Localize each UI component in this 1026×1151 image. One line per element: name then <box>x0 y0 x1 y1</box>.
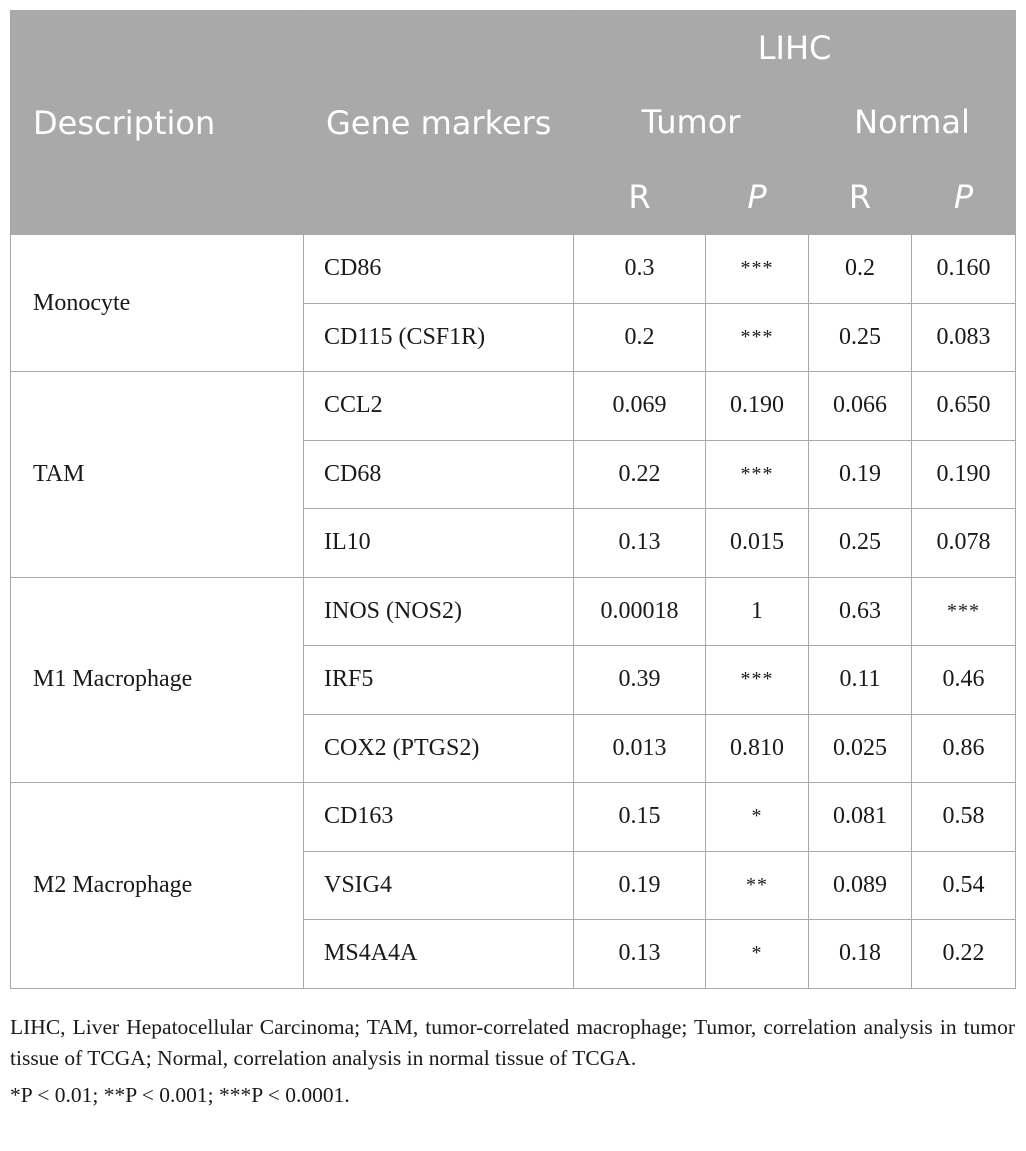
header-normal: Normal <box>807 85 1017 159</box>
normal-p-cell: 0.083 <box>910 302 1017 372</box>
normal-r-cell: 0.025 <box>808 713 912 783</box>
tumor-p-cell: 0.190 <box>705 371 809 441</box>
gene-marker-cell: IRF5 <box>303 645 574 715</box>
tumor-p-cell: *** <box>705 302 809 372</box>
normal-r-cell: 0.11 <box>808 645 912 715</box>
tumor-p-cell: *** <box>705 439 809 509</box>
table-row: M1 Macrophage INOS (NOS2) 0.00018 1 0.63 *** <box>10 576 1017 783</box>
tumor-p-cell: *** <box>705 645 809 715</box>
header-normal-r: R <box>808 158 912 235</box>
tumor-r-cell: 0.19 <box>573 850 706 920</box>
tumor-r-cell: 0.069 <box>573 371 706 441</box>
tumor-r-cell: 0.3 <box>573 234 706 304</box>
table-notes: LIHC, Liver Hepatocellular Carcinoma; TA… <box>10 1012 1015 1111</box>
gene-marker-cell: CD68 <box>303 439 574 509</box>
group-label: TAM <box>10 371 304 578</box>
normal-p-cell: 0.22 <box>910 919 1017 989</box>
correlation-table: Description Gene markers LIHC Tumor Norm… <box>10 10 1017 989</box>
normal-r-cell: 0.19 <box>808 439 912 509</box>
tumor-p-cell: * <box>705 919 809 989</box>
table-row: MS4A4A 0.13 * 0.18 0.22 <box>11 919 1017 989</box>
normal-p-cell: 0.650 <box>910 371 1017 441</box>
tumor-r-cell: 0.13 <box>573 508 706 578</box>
normal-r-cell: 0.081 <box>808 782 912 852</box>
tumor-r-cell: 0.00018 <box>573 576 706 646</box>
tumor-p-cell: * <box>705 782 809 852</box>
tumor-p-cell: 0.810 <box>705 713 809 783</box>
tumor-r-cell: 0.13 <box>573 919 706 989</box>
group-label: Monocyte <box>10 234 304 372</box>
gene-marker-cell: CD86 <box>303 234 574 304</box>
header-gene-markers: Gene markers <box>303 10 574 235</box>
normal-r-cell: 0.63 <box>808 576 912 646</box>
normal-r-cell: 0.2 <box>808 234 912 304</box>
normal-p-cell: 0.160 <box>910 234 1017 304</box>
group-label: M2 Macrophage <box>10 782 304 989</box>
table-row: CD68 0.22 *** 0.19 0.190 <box>11 439 1017 509</box>
significance-footnote: *P < 0.01; **P < 0.001; ***P < 0.0001. <box>10 1080 1015 1111</box>
table-row: TAM CCL2 0.069 0.190 0.066 0.650 <box>10 371 1017 578</box>
header-lihc: LIHC <box>572 10 1017 86</box>
normal-r-cell: 0.25 <box>808 302 912 372</box>
tumor-p-cell: *** <box>705 234 809 304</box>
tumor-r-cell: 0.2 <box>573 302 706 372</box>
gene-marker-cell: CD115 (CSF1R) <box>303 302 574 372</box>
gene-marker-cell: CCL2 <box>303 371 574 441</box>
normal-p-cell: 0.86 <box>910 713 1017 783</box>
table-row: Monocyte CD86 0.3 *** 0.2 0.160 <box>10 234 1017 372</box>
normal-p-cell: 0.54 <box>910 850 1017 920</box>
tumor-p-cell: ** <box>705 850 809 920</box>
header-tumor-r: R <box>573 158 706 235</box>
table-row: CD115 (CSF1R) 0.2 *** 0.25 0.083 <box>11 302 1017 372</box>
gene-marker-cell: VSIG4 <box>303 850 574 920</box>
header-normal-p: P <box>910 158 1017 235</box>
header-description: Description <box>10 10 304 235</box>
table-header: Description Gene markers LIHC Tumor Norm… <box>10 10 1017 235</box>
normal-p-cell: *** <box>910 576 1017 646</box>
normal-p-cell: 0.190 <box>910 439 1017 509</box>
normal-r-cell: 0.18 <box>808 919 912 989</box>
tumor-r-cell: 0.15 <box>573 782 706 852</box>
normal-p-cell: 0.078 <box>910 508 1017 578</box>
tumor-p-cell: 0.015 <box>705 508 809 578</box>
gene-marker-cell: CD163 <box>303 782 574 852</box>
header-tumor-p: P <box>705 158 809 235</box>
table-row: M2 Macrophage CD163 0.15 * 0.081 0.58 <box>10 782 1017 989</box>
tumor-p-cell: 1 <box>705 576 809 646</box>
normal-p-cell: 0.46 <box>910 645 1017 715</box>
table-row: IL10 0.13 0.015 0.25 0.078 <box>11 508 1017 578</box>
gene-marker-cell: IL10 <box>303 508 574 578</box>
header-tumor: Tumor <box>573 85 809 159</box>
significance-footnote-text: *P < 0.01; **P < 0.001; ***P < 0.0001. <box>10 1083 350 1107</box>
gene-marker-cell: INOS (NOS2) <box>303 576 574 646</box>
table-row: VSIG4 0.19 ** 0.089 0.54 <box>11 850 1017 920</box>
normal-r-cell: 0.25 <box>808 508 912 578</box>
tumor-r-cell: 0.013 <box>573 713 706 783</box>
normal-r-cell: 0.066 <box>808 371 912 441</box>
gene-marker-cell: MS4A4A <box>303 919 574 989</box>
table-body: Monocyte CD86 0.3 *** 0.2 0.160 CD115 (CSF1R) 0… <box>10 234 1017 989</box>
group-label: M1 Macrophage <box>10 576 304 783</box>
table-row: IRF5 0.39 *** 0.11 0.46 <box>11 645 1017 715</box>
abbreviations-note: LIHC, Liver Hepatocellular Carcinoma; TA… <box>10 1015 1015 1070</box>
gene-marker-cell: COX2 (PTGS2) <box>303 713 574 783</box>
tumor-r-cell: 0.39 <box>573 645 706 715</box>
normal-r-cell: 0.089 <box>808 850 912 920</box>
normal-p-cell: 0.58 <box>910 782 1017 852</box>
tumor-r-cell: 0.22 <box>573 439 706 509</box>
